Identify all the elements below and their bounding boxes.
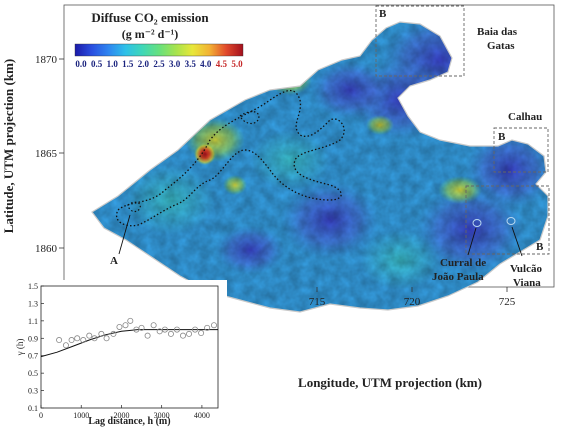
variogram-point — [74, 335, 81, 342]
legend-title-line1: Diffuse CO₂ emission — [91, 10, 209, 25]
map-y-tick-label: 1870 — [35, 54, 58, 66]
variogram-y-tick-label: 0.3 — [28, 387, 38, 396]
map-y-tick-label: 1865 — [35, 148, 58, 160]
legend-title-line2: (g m⁻² d⁻¹) — [122, 27, 179, 41]
coastline — [91, 21, 549, 313]
map-axes: 715 720 725 1870 1865 1860 — [35, 54, 516, 308]
variogram-y-tick-label: 0.1 — [28, 404, 38, 413]
region-a-inner-outline — [239, 111, 260, 125]
variogram-point — [161, 326, 168, 333]
legend-color-bar — [74, 43, 244, 57]
leader-a — [118, 214, 131, 255]
variogram-y-tick-label: 0.5 — [28, 369, 38, 378]
legend-tick-label: 1.0 — [107, 59, 119, 69]
variogram-point — [173, 326, 180, 333]
variogram-point — [68, 337, 75, 344]
variogram-point — [80, 337, 87, 344]
variogram-point — [122, 322, 129, 329]
box-b-south — [465, 185, 550, 255]
variogram-point — [186, 330, 193, 337]
variogram-point — [192, 326, 199, 333]
map-y-tick-label: 1860 — [35, 243, 58, 255]
legend-tick-label: 2.5 — [153, 59, 165, 69]
legend-tick-label: 4.5 — [216, 59, 228, 69]
map-x-tick-label: 715 — [309, 296, 326, 308]
variogram-point — [210, 322, 217, 329]
variogram-point — [98, 330, 105, 337]
variogram-point — [138, 324, 145, 331]
variogram-y-tick-label: 1.1 — [28, 317, 38, 326]
curral-label-line1: Curral de — [440, 257, 486, 269]
variogram-x-axis-title: Lag distance, h (m) — [88, 416, 170, 427]
variogram-y-tick-label: 0.7 — [28, 352, 38, 361]
variogram-point — [167, 330, 174, 337]
vulcao-cone-marker — [506, 217, 516, 225]
variogram-point — [204, 324, 211, 331]
variogram-point — [62, 342, 69, 349]
map-x-axis-title: Longitude, UTM projection (km) — [298, 375, 482, 390]
map-x-tick-label: 720 — [404, 296, 421, 308]
label-a: A — [110, 255, 118, 267]
calhau-label: Calhau — [508, 111, 542, 123]
legend-tick-label: 3.0 — [169, 59, 181, 69]
variogram-y-tick-label: 1.5 — [28, 282, 38, 291]
variogram-model-curve — [40, 329, 218, 358]
variogram-x-tick-label: 0 — [39, 411, 43, 420]
legend-tick-label: 0.5 — [91, 59, 103, 69]
box-b-baia-label: B — [379, 8, 387, 20]
variogram-point — [156, 328, 163, 335]
variogram-point — [127, 317, 134, 324]
variogram-point — [110, 330, 117, 337]
variogram-x-tick-label: 1000 — [73, 411, 89, 420]
box-b-south-label: B — [536, 241, 544, 253]
box-b-calhau — [493, 127, 549, 173]
baia-label-line1: Baia das — [477, 26, 518, 38]
variogram-point — [91, 335, 98, 342]
curral-cone-marker — [472, 219, 482, 227]
baia-label-line2: Gatas — [487, 40, 515, 52]
variogram-y-tick-label: 1.3 — [28, 299, 38, 308]
variogram-point — [150, 322, 157, 329]
vulcao-label-line2: Viana — [513, 277, 541, 289]
variogram-y-axis-title: γ (h) — [15, 339, 25, 357]
variogram-point — [116, 323, 123, 330]
leader-curral — [467, 227, 477, 256]
legend-tick-label: 2.0 — [138, 59, 150, 69]
legend-ticks: 0.0 0.5 1.0 1.5 2.0 2.5 3.0 3.5 4.0 4.5 5.0 — [75, 59, 243, 69]
vulcao-label-line1: Vulcão — [510, 263, 542, 275]
variogram-point — [180, 332, 187, 339]
color-legend: Diffuse CO₂ emission (g m⁻² d⁻¹) 0.0 0.5 1… — [74, 10, 244, 69]
variogram-inset: 0.1 0.3 0.5 0.7 0.9 1.1 1.3 1.5 0 1000 2000 3000 400… — [15, 282, 219, 427]
box-b-baia — [375, 5, 465, 77]
curral-label-line2: João Paula — [432, 271, 484, 283]
legend-tick-label: 1.5 — [122, 59, 134, 69]
variogram-y-tick-label: 0.9 — [28, 334, 38, 343]
variogram-x-tick-label: 3000 — [154, 411, 170, 420]
variogram-point — [103, 335, 110, 342]
legend-tick-label: 5.0 — [231, 59, 243, 69]
legend-tick-label: 3.5 — [185, 59, 197, 69]
map-y-axis-title: Latitude, UTM projection (km) — [1, 59, 16, 234]
box-b-calhau-label: B — [498, 131, 506, 143]
variogram-x-tick-label: 4000 — [194, 411, 210, 420]
legend-tick-label: 0.0 — [75, 59, 87, 69]
variogram-point — [198, 330, 205, 337]
variogram-point — [133, 326, 140, 333]
map-x-tick-label: 725 — [499, 296, 516, 308]
variogram-point — [86, 332, 93, 339]
variogram-point — [144, 332, 151, 339]
legend-tick-label: 4.0 — [200, 59, 212, 69]
leader-vulcao — [511, 226, 523, 257]
variogram-point — [56, 337, 63, 344]
variogram-x-tick-label: 2000 — [113, 411, 129, 420]
